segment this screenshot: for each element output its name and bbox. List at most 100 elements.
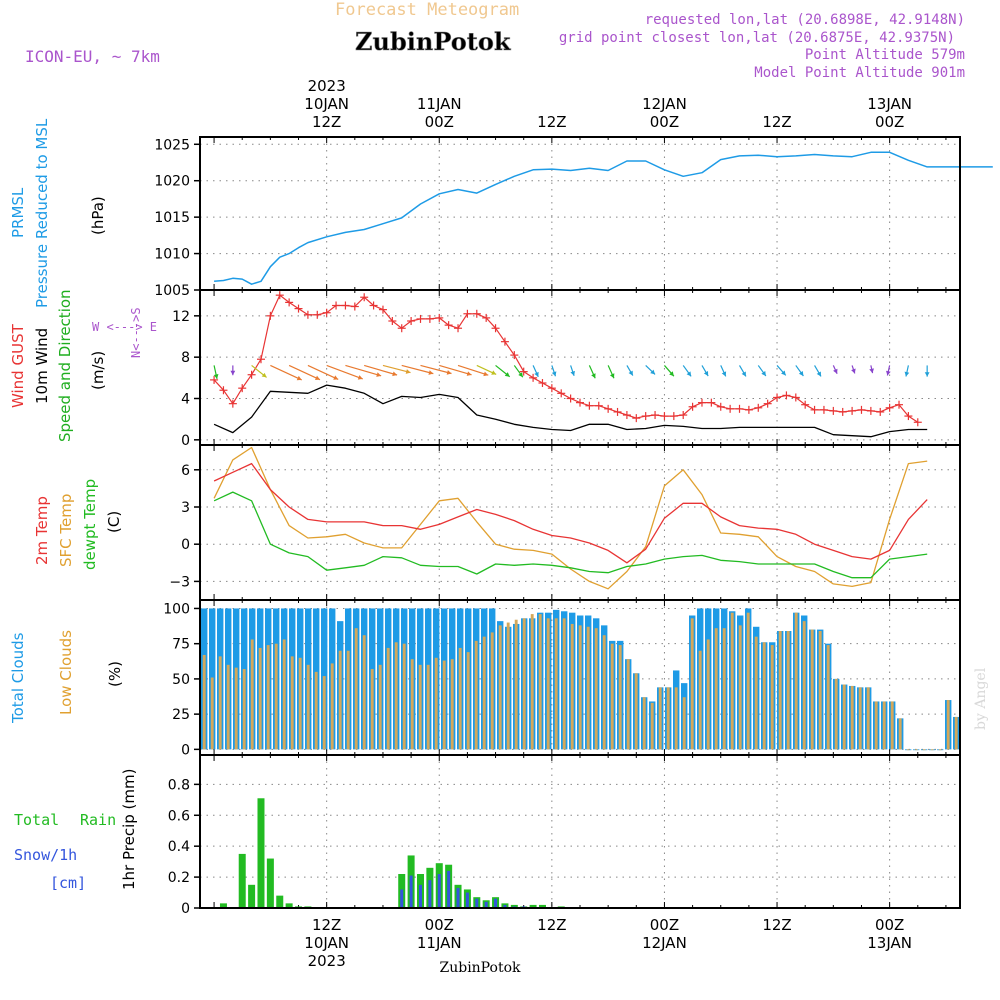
y-tick-label: 6 bbox=[181, 463, 190, 479]
dewpt-line bbox=[213, 491, 928, 579]
time-label: 12Z bbox=[762, 916, 791, 934]
snow-bar bbox=[409, 875, 413, 908]
low-cloud-bar bbox=[794, 612, 798, 750]
low-cloud-bar bbox=[402, 643, 406, 750]
low-cloud-bar bbox=[722, 628, 726, 750]
time-label: 00Z bbox=[425, 113, 454, 131]
wind-arrow bbox=[326, 364, 363, 380]
panel-3: 0 25 50 75 100 bbox=[163, 600, 960, 758]
low-cloud-bar bbox=[882, 701, 886, 750]
time-label: 12Z bbox=[762, 113, 791, 131]
model-name: ICON-EU, ~ 7km bbox=[25, 47, 160, 66]
wind-arrow-head bbox=[686, 371, 692, 377]
low-cloud-bar bbox=[210, 677, 214, 750]
y-tick-label: 0.2 bbox=[168, 870, 190, 886]
low-cloud-bar bbox=[850, 685, 854, 750]
wind-arrow-head bbox=[213, 374, 219, 379]
point-altitude: Point Altitude 579m bbox=[805, 47, 965, 63]
wind-arrow bbox=[288, 364, 321, 381]
wind-arrow-head bbox=[591, 373, 596, 379]
low-cloud-bar bbox=[370, 669, 374, 750]
model-altitude: Model Point Altitude 901m bbox=[754, 65, 965, 81]
speeddir-label: Speed and Direction bbox=[56, 289, 74, 442]
prmsl-desc-label: Pressure Reduced to MSL bbox=[33, 118, 51, 308]
y-tick-label: 0 bbox=[181, 901, 190, 917]
wind-arrow-head bbox=[924, 372, 930, 377]
y-tick-label: 1015 bbox=[154, 210, 190, 226]
y-tick-label: 1005 bbox=[154, 283, 190, 299]
total-cloud-label: Total Clouds bbox=[9, 632, 27, 724]
rain-bar bbox=[248, 884, 256, 908]
compass-we: W <---> E bbox=[92, 320, 157, 334]
panel-frame bbox=[199, 136, 961, 291]
low-cloud-bar bbox=[394, 642, 398, 750]
low-cloud-bar bbox=[538, 614, 542, 750]
precip-labels: Total Rain Snow/1h [cm] 1hr Precip (mm) bbox=[14, 769, 138, 892]
pressure-labels: PRMSL Pressure Reduced to MSL (hPa) bbox=[9, 118, 107, 308]
rain-bar bbox=[276, 895, 284, 908]
y-tick-label: 50 bbox=[172, 672, 190, 688]
time-label: 10JAN bbox=[304, 934, 349, 952]
y-tick-label: 1025 bbox=[154, 137, 190, 153]
low-cloud-bar bbox=[242, 669, 246, 750]
y-tick-label: 3 bbox=[181, 500, 190, 516]
low-cloud-bar bbox=[266, 645, 270, 750]
low-cloud-bar bbox=[466, 652, 470, 750]
low-cloud-bar bbox=[418, 664, 422, 750]
snow-bar bbox=[475, 898, 479, 908]
low-cloud-bar bbox=[634, 673, 638, 750]
low-cloud-bar bbox=[354, 628, 358, 750]
wind-arrow-head bbox=[446, 370, 452, 375]
low-cloud-bar bbox=[234, 667, 238, 750]
footer-title: ZubinPotok bbox=[439, 960, 521, 976]
low-cloud-bar bbox=[786, 631, 790, 750]
wind-labels: Wind GUST 10m Wind Speed and Direction (… bbox=[9, 289, 157, 442]
panel-frame bbox=[199, 444, 961, 601]
snow-bar bbox=[503, 904, 507, 908]
time-label: 12Z bbox=[537, 113, 566, 131]
low-cloud-bar bbox=[378, 664, 382, 750]
low-cloud-bar bbox=[914, 749, 918, 751]
wind-arrow-head bbox=[904, 371, 910, 377]
low-cloud-bar bbox=[618, 645, 622, 750]
total-label: Total bbox=[14, 811, 59, 829]
credit-watermark: by Angel bbox=[973, 667, 989, 730]
low-cloud-bar bbox=[954, 716, 958, 750]
y-tick-label: 8 bbox=[181, 350, 190, 366]
wind-arrow bbox=[457, 364, 489, 376]
wind-arrow-head bbox=[428, 370, 434, 375]
y-tick-label: 0.4 bbox=[168, 839, 190, 855]
rain-bar bbox=[257, 798, 265, 908]
low-cloud-bar bbox=[906, 749, 910, 751]
time-label: 12Z bbox=[537, 916, 566, 934]
time-label: 00Z bbox=[875, 916, 904, 934]
wind-arrow-head bbox=[296, 375, 302, 381]
time-label: 11JAN bbox=[417, 95, 462, 113]
wind-arrow bbox=[382, 364, 411, 374]
low-cloud-bar bbox=[842, 684, 846, 750]
low-cloud-bar bbox=[770, 645, 774, 750]
low-cloud-bar bbox=[330, 663, 334, 750]
time-label: 12JAN bbox=[642, 95, 687, 113]
y-tick-label: 100 bbox=[163, 601, 190, 617]
rain-bar bbox=[219, 903, 227, 908]
wind-arrow-head bbox=[721, 371, 727, 377]
rain-bar bbox=[266, 858, 274, 908]
snow-bar bbox=[494, 898, 498, 908]
wind-arrow-head bbox=[466, 371, 472, 376]
low-cloud-bar bbox=[218, 656, 222, 750]
low-cloud-bar bbox=[298, 657, 302, 750]
wind-arrow-head bbox=[504, 372, 510, 377]
low-cloud-bar bbox=[490, 632, 494, 750]
low-cloud-bar bbox=[282, 639, 286, 750]
y-tick-label: 4 bbox=[181, 392, 190, 408]
low-cloud-bar bbox=[666, 687, 670, 750]
low-cloud-bar bbox=[858, 687, 862, 750]
low-cloud-bar bbox=[938, 749, 942, 751]
wind-arrow bbox=[307, 364, 339, 380]
wind-arrow bbox=[401, 364, 434, 375]
rain-bar bbox=[538, 904, 546, 908]
low-cloud-bar bbox=[626, 659, 630, 750]
